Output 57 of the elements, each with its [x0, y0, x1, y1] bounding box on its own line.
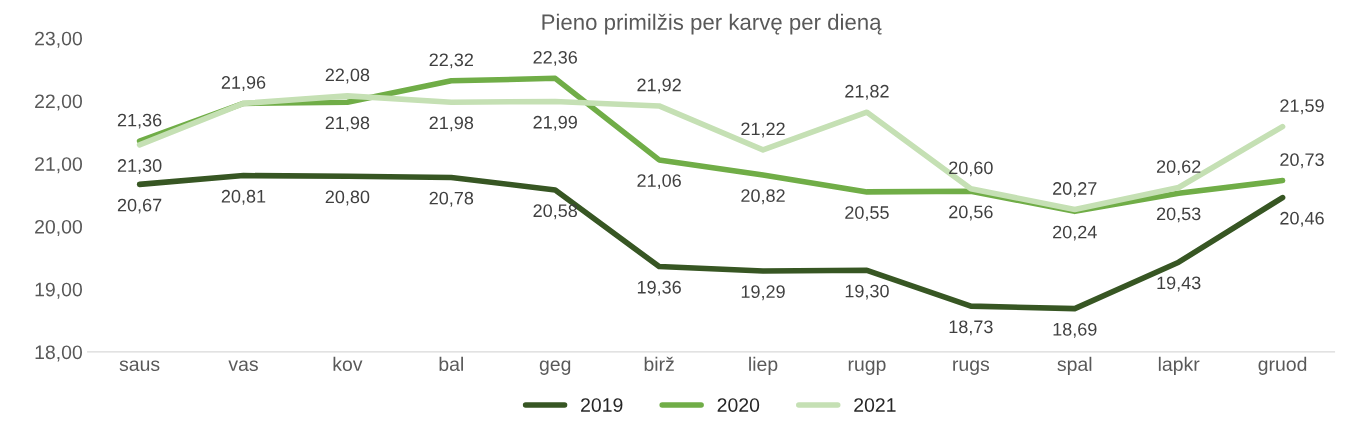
y-tick-label: 23,00 — [35, 31, 82, 48]
data-label: 20,62 — [1156, 160, 1201, 176]
data-label: 21,22 — [741, 122, 785, 138]
x-tick-label: kov — [333, 356, 363, 372]
data-label: 22,08 — [325, 68, 370, 84]
x-tick-label: rugp — [848, 360, 886, 375]
data-label: 21,59 — [1280, 99, 1324, 115]
data-label: 20,24 — [1053, 225, 1097, 241]
x-tick-label: birž — [644, 356, 674, 372]
data-label: 21,98 — [325, 116, 370, 132]
data-label: 20,56 — [949, 205, 993, 221]
data-label: 18,73 — [949, 320, 993, 336]
data-label: 21,30 — [117, 159, 162, 175]
data-label: 21,99 — [533, 115, 577, 131]
x-tick-label: rugs — [953, 360, 990, 375]
data-label: 20,53 — [1156, 207, 1201, 223]
data-label: 19,36 — [637, 280, 681, 296]
y-tick-label: 18,00 — [35, 345, 82, 362]
x-tick-label: bal — [439, 356, 463, 372]
data-label: 19,30 — [845, 284, 889, 300]
legend-label: 2021 — [854, 398, 896, 412]
legend-label: 2020 — [717, 398, 760, 412]
data-label: 19,43 — [1157, 276, 1201, 292]
data-label: 20,67 — [117, 198, 162, 214]
y-tick-label: 21,00 — [35, 157, 82, 174]
data-label: 20,55 — [845, 206, 889, 222]
data-label: 21,98 — [429, 116, 474, 132]
y-tick-label: 19,00 — [35, 282, 82, 299]
y-tick-label: 20,00 — [35, 219, 82, 236]
data-label: 21,82 — [845, 84, 889, 100]
x-tick-label: geg — [539, 360, 571, 375]
data-label: 20,73 — [1280, 153, 1324, 169]
data-label: 20,81 — [221, 189, 266, 205]
data-label: 20,58 — [533, 204, 578, 220]
data-label: 22,32 — [429, 53, 473, 69]
data-label: 20,46 — [1280, 211, 1324, 227]
data-label: 21,96 — [221, 76, 266, 91]
x-tick-label: gruod — [1258, 356, 1307, 375]
data-label: 22,36 — [533, 50, 578, 66]
data-label: 21,92 — [637, 78, 681, 94]
data-label: 19,29 — [741, 285, 785, 301]
y-tick-label: 22,00 — [35, 94, 82, 111]
x-tick-label: liep — [749, 356, 778, 375]
data-label: 20,80 — [325, 190, 370, 206]
data-label: 18,69 — [1053, 322, 1097, 338]
data-label: 21,06 — [637, 174, 681, 190]
data-label: 20,82 — [741, 189, 785, 205]
data-label: 20,60 — [949, 161, 993, 177]
chart-title: Pieno primilžis per karvę per dieną — [542, 13, 882, 35]
x-tick-label: spal — [1057, 356, 1092, 375]
x-tick-label: saus — [119, 360, 160, 372]
x-tick-label: vas — [228, 360, 258, 372]
data-label: 20,27 — [1053, 182, 1097, 198]
x-tick-label: lapkr — [1158, 356, 1200, 375]
data-label: 21,36 — [117, 113, 162, 129]
data-label: 20,78 — [429, 191, 474, 207]
legend-label: 2019 — [581, 398, 623, 412]
